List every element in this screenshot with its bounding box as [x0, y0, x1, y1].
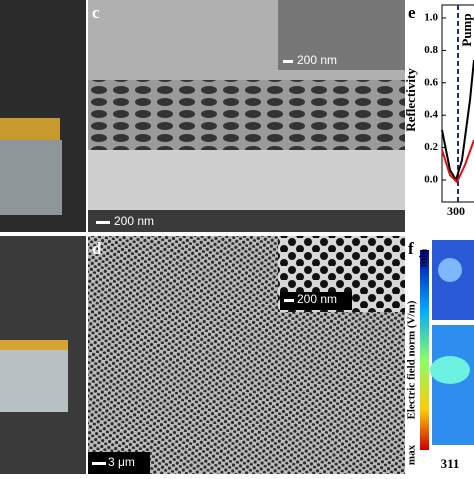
scale-bar-bg: [88, 452, 150, 474]
scale-bar-label: 200 nm: [114, 214, 154, 228]
y-axis-label: Reflectivity: [403, 68, 418, 132]
curve: [441, 59, 474, 183]
curve: [441, 139, 474, 184]
field-map: [432, 325, 474, 445]
panel-label: c: [92, 3, 100, 22]
sem-cross-section: [88, 150, 405, 210]
sem-holes: [88, 80, 405, 150]
scale-bar-label: 200 nm: [297, 53, 337, 67]
colorbar-max: max: [406, 444, 418, 465]
inset-c: [278, 0, 405, 70]
colorbar-min: min: [418, 249, 430, 267]
panel-label: e: [408, 3, 416, 22]
colorbar: [420, 250, 429, 450]
scale-bar-label: 3 μm: [108, 455, 135, 469]
scale-bar: [92, 462, 106, 465]
field-spot: [438, 258, 462, 282]
substrate: [0, 140, 62, 215]
panel-label: f: [408, 239, 414, 258]
y-tick-label: 1.0: [424, 12, 438, 24]
sem-base: [88, 210, 405, 232]
plot-frame: [441, 4, 474, 203]
scale-bar-label: 200 nm: [297, 292, 337, 306]
x-tick-label: 300: [447, 204, 465, 218]
scale-bar: [96, 221, 110, 224]
field-spot: [430, 356, 470, 384]
scale-bar: [284, 299, 294, 302]
annotation: Pump: [459, 13, 474, 46]
y-tick-label: 0.6: [424, 76, 438, 88]
y-tick-label: 0.2: [424, 141, 438, 153]
panel-e: e Reflectivity Pump 300: [403, 3, 474, 218]
y-tick-label: 0.8: [424, 44, 438, 56]
colorbar-label: Electric field norm (V/m): [406, 300, 418, 419]
y-tick-label: 0.4: [424, 109, 438, 121]
substrate: [0, 350, 68, 412]
gold-layer: [0, 118, 60, 140]
scale-bar: [283, 60, 293, 63]
gold-layer: [0, 340, 68, 350]
scale-bar-bg: [280, 292, 352, 310]
x-tick-label: 311: [441, 456, 460, 471]
panel-label: d: [92, 239, 102, 258]
y-tick-label: 0.0: [424, 174, 438, 186]
